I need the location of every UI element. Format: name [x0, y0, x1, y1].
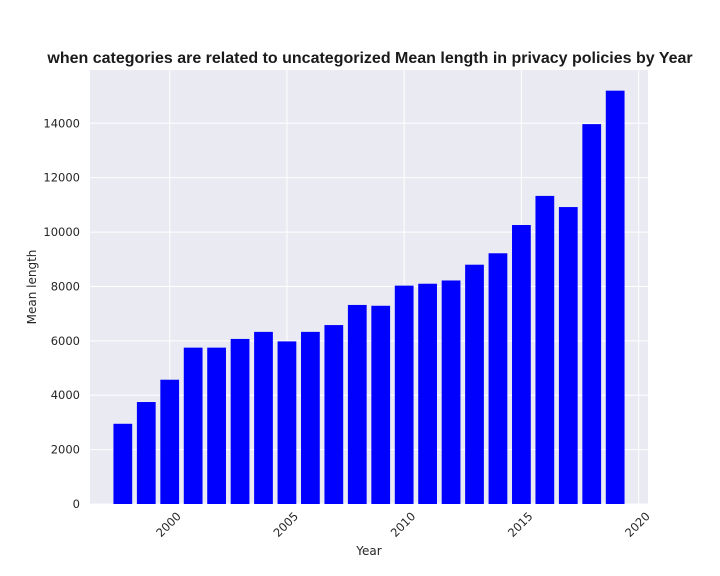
- bar: [301, 331, 320, 504]
- bar: [418, 283, 437, 504]
- x-tick-label: 2005: [270, 509, 301, 540]
- bar: [277, 341, 297, 504]
- bar: [535, 195, 555, 504]
- x-axis-ticks: 2000 2005 2010 2015 2020: [153, 509, 653, 540]
- x-axis-label: Year: [355, 544, 381, 558]
- bar: [254, 331, 273, 504]
- y-tick-label: 8000: [51, 279, 80, 293]
- bar: [394, 285, 414, 504]
- bar: [465, 264, 484, 504]
- y-tick-label: 10000: [43, 225, 80, 239]
- y-tick-label: 0: [73, 497, 80, 511]
- y-tick-label: 12000: [43, 171, 80, 185]
- y-tick-label: 2000: [51, 443, 80, 457]
- x-tick-label: 2020: [622, 509, 653, 540]
- bar: [230, 338, 250, 504]
- bar: [324, 325, 344, 504]
- y-tick-label: 14000: [43, 116, 80, 130]
- bar: [441, 280, 461, 504]
- y-tick-label: 6000: [51, 334, 80, 348]
- bar: [605, 90, 625, 505]
- y-axis-ticks: 0 2000 4000 6000 8000 10000 12000 14000: [43, 116, 80, 511]
- x-tick-label: 2000: [153, 509, 184, 540]
- bars: [113, 90, 625, 505]
- chart-title: when categories are related to uncategor…: [46, 50, 692, 67]
- bar: [113, 423, 133, 504]
- x-tick-label: 2010: [388, 509, 419, 540]
- bar: [558, 207, 578, 505]
- x-tick-label: 2015: [505, 509, 536, 540]
- bar: [347, 304, 367, 504]
- bar: [512, 225, 531, 504]
- bar: [582, 124, 602, 504]
- plot-area: [90, 70, 648, 504]
- bar: [160, 379, 180, 504]
- y-tick-label: 4000: [51, 388, 80, 402]
- bar: [371, 305, 391, 504]
- bar: [136, 402, 156, 504]
- y-axis-label: Mean length: [25, 250, 39, 325]
- bar: [183, 347, 203, 504]
- bar: [207, 347, 226, 504]
- bar: [488, 253, 508, 504]
